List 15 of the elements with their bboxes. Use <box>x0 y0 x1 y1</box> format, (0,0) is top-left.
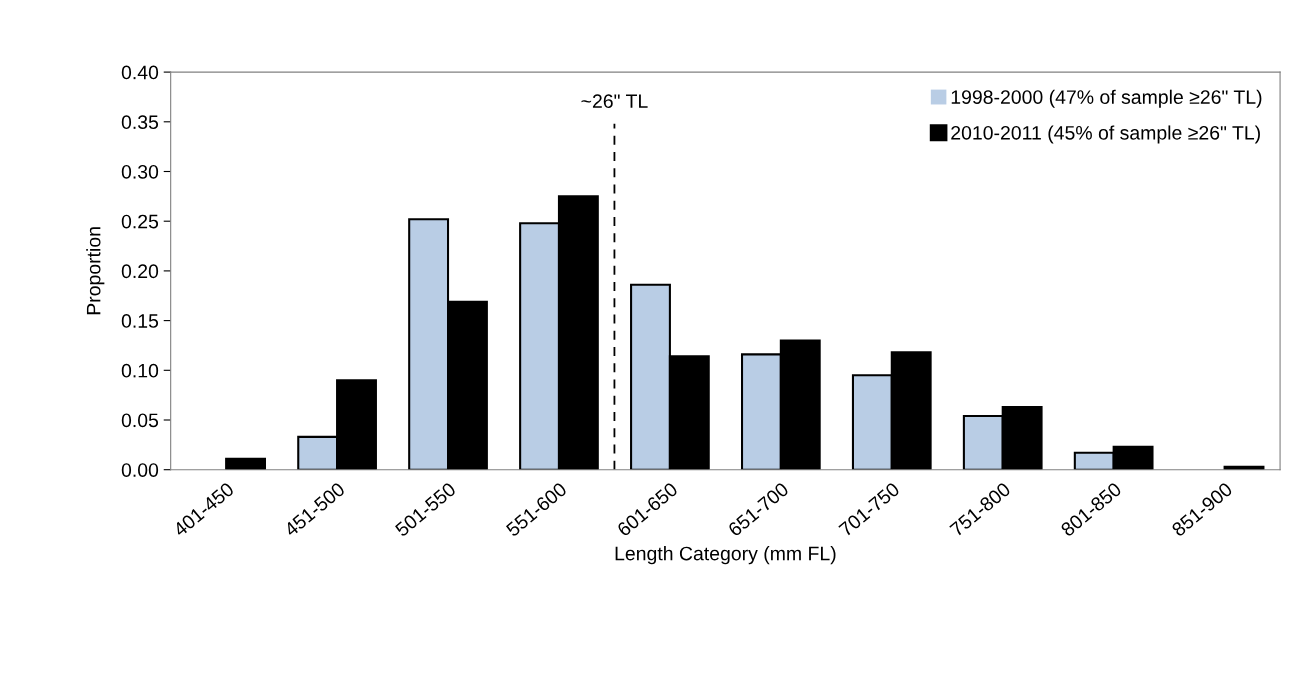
y-tick-label: 0.10 <box>121 363 159 378</box>
x-axis-title: Length Category (mm FL) <box>615 546 836 565</box>
y-tick-label: 0.00 <box>121 463 159 477</box>
ref-line-label: ~26" TL <box>581 94 648 109</box>
y-tick-label: 0.35 <box>121 115 159 130</box>
legend-label: 2010-2011 (45% of sample ≥26" TL) <box>951 125 1260 144</box>
bar <box>225 457 267 470</box>
y-tick-label: 0.15 <box>121 314 159 328</box>
y-tick-label: 0.30 <box>121 164 159 179</box>
y-tick-label: 0.40 <box>121 65 159 80</box>
y-tick-label: 0.20 <box>121 264 159 279</box>
legend-label: 1998-2000 (47% of sample ≥26" TL) <box>951 89 1262 108</box>
y-tick-label: 0.05 <box>121 413 159 428</box>
y-tick-label: 0.25 <box>121 214 159 229</box>
y-axis-title: Proportion <box>86 227 105 315</box>
